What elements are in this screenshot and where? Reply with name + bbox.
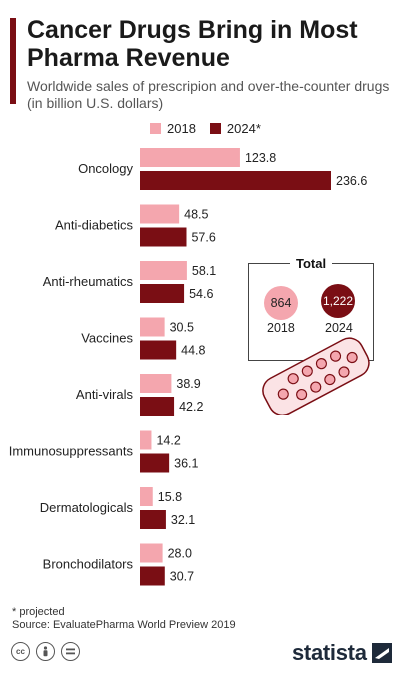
bar-2024 xyxy=(140,397,175,416)
value-label: 58.1 xyxy=(192,264,216,278)
pill-blister-icon xyxy=(262,337,370,415)
bar-2024 xyxy=(140,171,331,190)
source-note: Source: EvaluatePharma World Preview 201… xyxy=(12,619,236,631)
bar-chart: Oncology 123.8 236.6 Anti-diabetics 48.5 57.6… xyxy=(9,148,367,586)
value-label: 48.5 xyxy=(184,208,208,222)
total-2024-circle: 1,222 xyxy=(321,284,355,318)
category-label: Vaccines xyxy=(81,331,133,346)
cc-icon[interactable]: cc xyxy=(11,642,30,661)
page-title: Cancer Drugs Bring in Most Pharma Revenu… xyxy=(27,16,358,72)
category-label: Anti-virals xyxy=(76,387,134,402)
bar-2024 xyxy=(140,510,166,529)
bar-2018 xyxy=(140,430,152,450)
category-label: Bronchodilators xyxy=(43,557,134,572)
value-label: 44.8 xyxy=(181,344,205,358)
value-label: 28.0 xyxy=(168,547,192,561)
value-label: 42.2 xyxy=(179,400,203,414)
bar-2024 xyxy=(140,340,177,360)
value-label: 38.9 xyxy=(176,377,200,391)
legend-label-2024: 2024* xyxy=(226,120,261,136)
bar-2018 xyxy=(140,148,240,167)
value-label: 14.2 xyxy=(156,434,180,448)
value-label: 54.6 xyxy=(189,287,213,301)
value-label: 57.6 xyxy=(191,231,215,245)
value-label: 32.1 xyxy=(171,513,195,527)
bar-2018 xyxy=(140,261,187,280)
equals-icon[interactable] xyxy=(61,642,80,661)
bar-2024 xyxy=(140,284,185,303)
value-label: 15.8 xyxy=(158,490,182,504)
brand-logo-text[interactable]: statista xyxy=(292,640,367,665)
value-label: 236.6 xyxy=(336,174,367,188)
total-2018-year: 2018 xyxy=(267,321,295,335)
category-label: Anti-rheumatics xyxy=(43,274,134,289)
legend: 2018 2024* xyxy=(150,120,275,136)
category-label: Oncology xyxy=(78,161,133,176)
total-title: Total xyxy=(290,256,333,271)
projected-note: * projected xyxy=(12,606,65,618)
value-label: 36.1 xyxy=(174,457,198,471)
value-label: 30.5 xyxy=(170,321,194,335)
category-label: Anti-diabetics xyxy=(55,218,134,233)
bar-2024 xyxy=(140,566,165,586)
footnote: * projected Source: EvaluatePharma World… xyxy=(12,606,236,632)
license-icons: cc xyxy=(11,642,86,661)
bar-2018 xyxy=(140,374,172,393)
total-2024-year: 2024 xyxy=(325,321,353,335)
bar-2024 xyxy=(140,227,187,247)
legend-swatch-2024 xyxy=(209,122,221,134)
statista-logo-icon xyxy=(372,643,392,663)
legend-swatch-2018 xyxy=(150,122,161,134)
accent-bar xyxy=(10,18,16,104)
bar-2024 xyxy=(140,453,170,473)
category-label: Dermatologicals xyxy=(40,500,134,515)
person-icon[interactable] xyxy=(36,642,55,661)
page-subtitle: Worldwide sales of prescripion and over-… xyxy=(27,78,390,111)
value-label: 123.8 xyxy=(245,151,276,165)
bar-2018 xyxy=(140,204,180,224)
value-label: 30.7 xyxy=(170,570,194,584)
bar-2018 xyxy=(140,543,163,563)
legend-item-2024: 2024* xyxy=(209,120,261,136)
bar-2018 xyxy=(140,487,153,506)
bar-2018 xyxy=(140,317,165,337)
total-2018-circle: 864 xyxy=(264,286,298,320)
legend-label-2018: 2018 xyxy=(167,120,196,136)
legend-item-2018: 2018 xyxy=(150,121,196,136)
category-label: Immunosuppressants xyxy=(9,444,134,459)
